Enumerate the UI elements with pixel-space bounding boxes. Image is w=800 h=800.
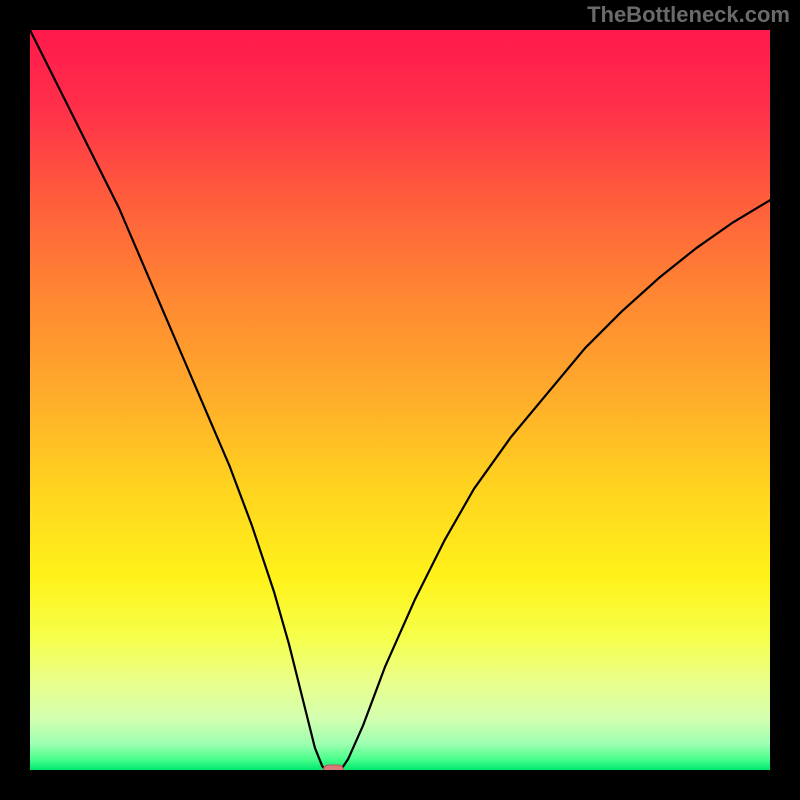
bottleneck-chart xyxy=(30,30,770,770)
watermark-text: TheBottleneck.com xyxy=(587,2,790,28)
optimal-point-marker xyxy=(323,765,343,770)
outer-frame: TheBottleneck.com xyxy=(0,0,800,800)
chart-background xyxy=(30,30,770,770)
